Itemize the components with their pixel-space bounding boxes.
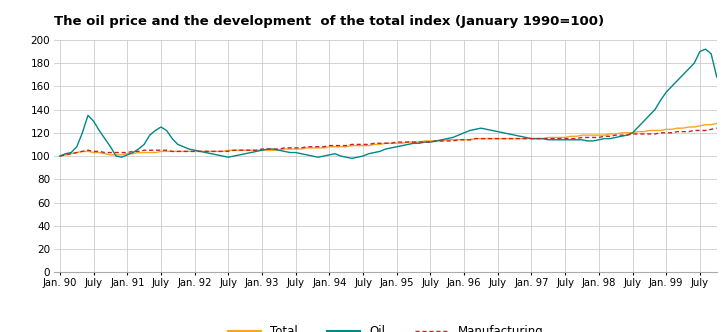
Text: The oil price and the development  of the total index (January 1990=100): The oil price and the development of the… bbox=[54, 15, 605, 28]
Legend: Total, Oil, Manufacturing: Total, Oil, Manufacturing bbox=[223, 320, 548, 332]
